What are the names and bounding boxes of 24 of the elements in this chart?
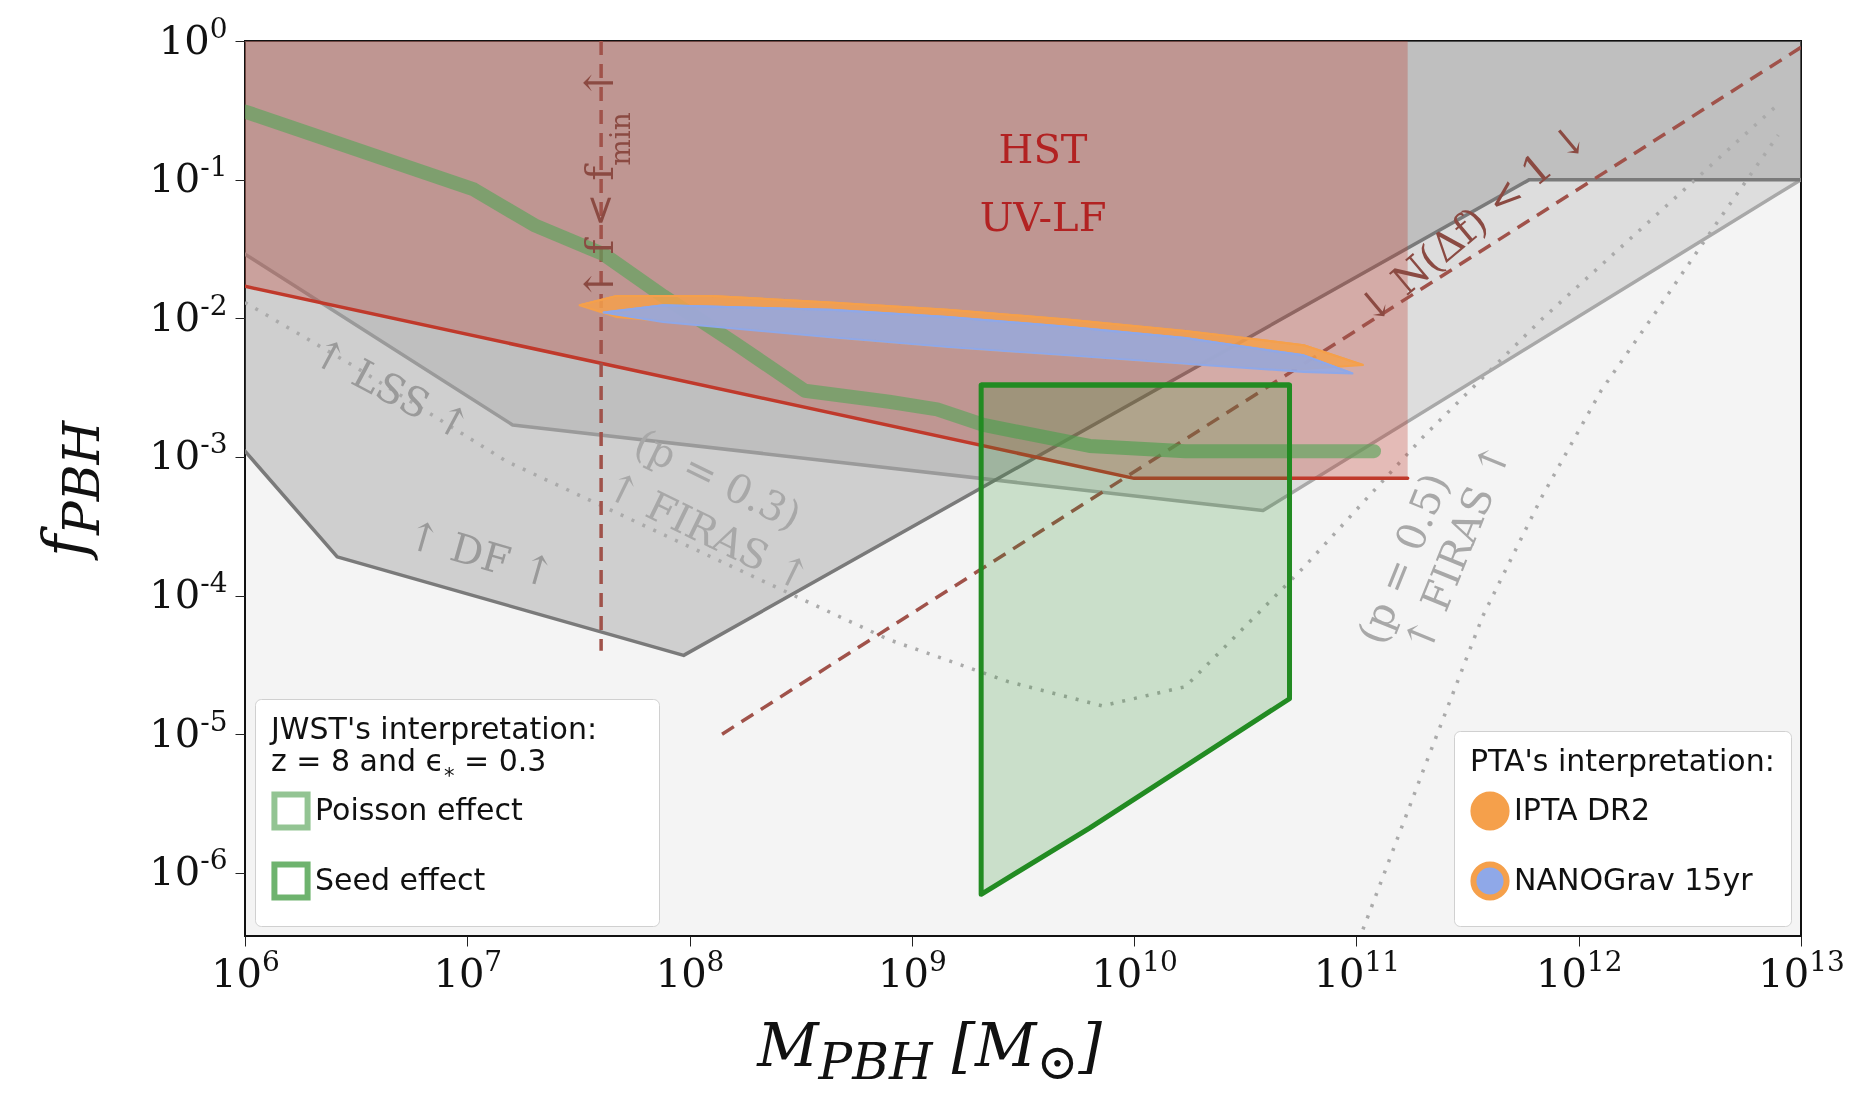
- legend-label: Poisson effect: [315, 792, 523, 827]
- annotation: HST: [998, 126, 1088, 172]
- text: JWST's interpretation: z = 8 and ϵ$_{*}$ = 0.3: [271, 711, 598, 788]
- x-tick-label: 10$^{13}$: [1758, 944, 1845, 996]
- legend-label: IPTA DR2: [1514, 792, 1651, 827]
- x-tick-label: 10$^{6}$: [211, 944, 280, 996]
- y-tick-label: 10$^{0}$: [158, 11, 228, 63]
- x-tick-label: 10$^{10}$: [1091, 944, 1178, 996]
- x-tick-label: 10$^{11}$: [1313, 944, 1401, 996]
- y-tick-label: 10$^{-6}$: [149, 842, 228, 895]
- y-tick-label: 10$^{-3}$: [149, 426, 228, 479]
- y-tick-label: 10$^{-5}$: [149, 704, 228, 756]
- x-tick-label: 10$^{12}$: [1535, 944, 1623, 996]
- y-tick-label: 10$^{-4}$: [149, 565, 228, 618]
- y-tick-label: 10$^{-1}$: [149, 149, 228, 202]
- y-tick-label: 10$^{-2}$: [149, 288, 228, 340]
- annotation: UV-LF: [979, 194, 1107, 240]
- legend-label: NANOGrav 15yr: [1514, 862, 1754, 897]
- text: PTA's interpretation:: [1470, 743, 1775, 778]
- legend-label: Seed effect: [315, 862, 486, 897]
- x-tick-label: 10$^{8}$: [655, 944, 725, 996]
- x-axis-title: M$_{PBH}$ [M$_{⊙}$]: [755, 1010, 1103, 1091]
- x-tick-label: 10$^{7}$: [433, 944, 503, 996]
- x-tick-label: 10$^{9}$: [877, 944, 947, 996]
